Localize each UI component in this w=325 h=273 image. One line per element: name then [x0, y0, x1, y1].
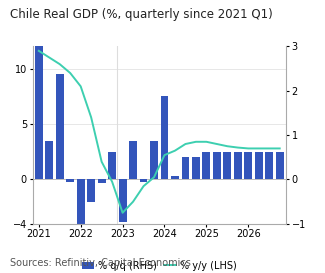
- Bar: [213, 152, 221, 180]
- Bar: [77, 180, 85, 226]
- Bar: [150, 141, 158, 180]
- Bar: [234, 152, 242, 180]
- Text: Chile Real GDP (%, quarterly since 2021 Q1): Chile Real GDP (%, quarterly since 2021 …: [10, 8, 272, 21]
- Bar: [192, 157, 200, 180]
- Bar: [35, 46, 43, 180]
- Bar: [87, 180, 95, 202]
- Bar: [66, 180, 74, 182]
- Bar: [255, 152, 263, 180]
- Legend: % q/q (RHS), % y/y (LHS): % q/q (RHS), % y/y (LHS): [82, 261, 237, 271]
- Bar: [171, 176, 179, 180]
- Bar: [181, 157, 189, 180]
- Bar: [276, 152, 284, 180]
- Bar: [129, 141, 137, 180]
- Bar: [45, 141, 53, 180]
- Bar: [108, 152, 116, 180]
- Text: Sources: Refinitiv, Capital Economics: Sources: Refinitiv, Capital Economics: [10, 257, 191, 268]
- Bar: [56, 74, 64, 180]
- Bar: [140, 180, 148, 182]
- Bar: [98, 180, 106, 183]
- Bar: [202, 152, 210, 180]
- Bar: [119, 180, 126, 222]
- Bar: [161, 96, 168, 180]
- Bar: [244, 152, 252, 180]
- Bar: [223, 152, 231, 180]
- Bar: [265, 152, 273, 180]
